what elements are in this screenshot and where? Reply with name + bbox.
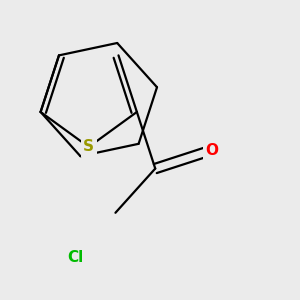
Text: S: S (83, 140, 94, 154)
Text: O: O (206, 143, 218, 158)
Text: Cl: Cl (68, 250, 84, 265)
